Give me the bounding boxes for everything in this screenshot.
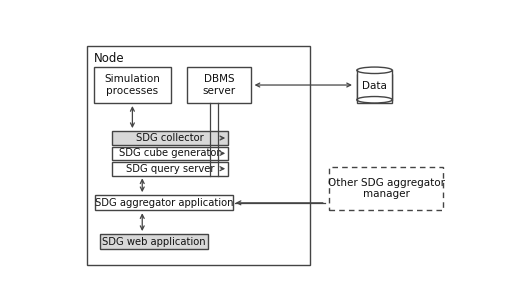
Bar: [100, 234, 208, 249]
Bar: [186, 67, 251, 103]
Ellipse shape: [357, 67, 392, 73]
Text: Other SDG aggregator
manager: Other SDG aggregator manager: [328, 178, 445, 200]
Text: Node: Node: [94, 52, 125, 65]
Bar: [112, 147, 228, 160]
Text: Data: Data: [362, 81, 387, 91]
Text: Simulation
processes: Simulation processes: [105, 74, 161, 96]
Text: SDG aggregator application: SDG aggregator application: [94, 198, 233, 208]
Text: SDG query server: SDG query server: [125, 164, 214, 174]
Text: SDG cube generator: SDG cube generator: [119, 148, 220, 158]
Bar: [112, 162, 228, 176]
Bar: [95, 195, 233, 211]
Text: SDG web application: SDG web application: [102, 237, 206, 247]
Bar: [112, 131, 228, 145]
Ellipse shape: [357, 96, 392, 103]
Bar: [87, 46, 309, 265]
Text: SDG collector: SDG collector: [136, 133, 204, 143]
Bar: [357, 72, 392, 100]
Bar: [329, 167, 443, 210]
Bar: [94, 67, 171, 103]
Text: DBMS
server: DBMS server: [203, 74, 236, 96]
Bar: [357, 74, 392, 103]
